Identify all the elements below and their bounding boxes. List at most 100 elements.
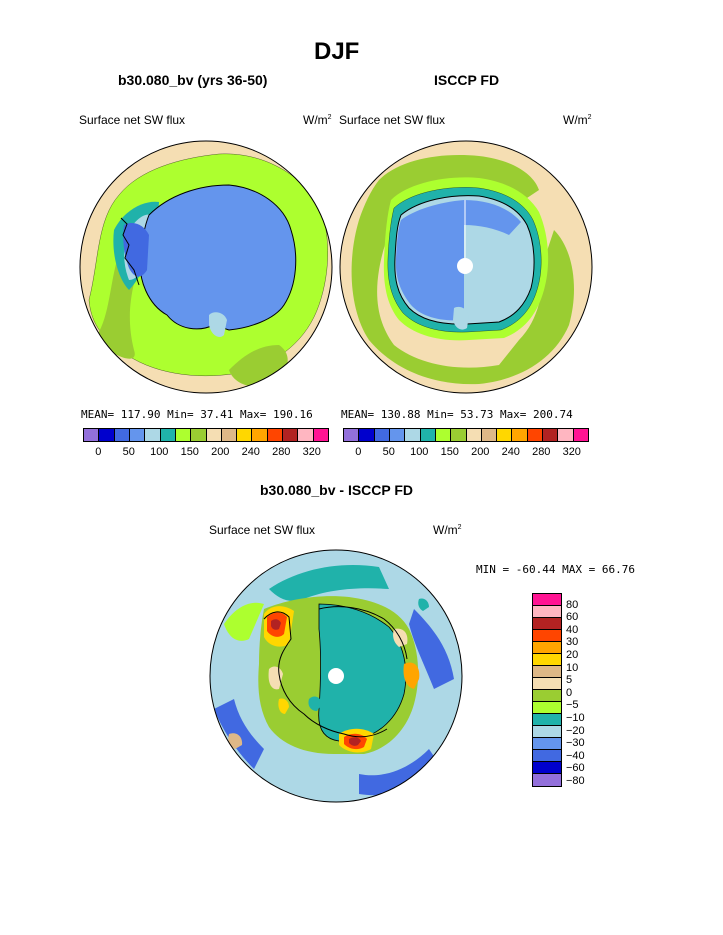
diff-colorbar-label: 5	[566, 674, 573, 687]
right-colorbar-tick-label: 0	[355, 446, 362, 458]
diff-colorbar-swatch	[533, 714, 561, 726]
diff-colorbar-label: 10	[566, 661, 579, 674]
right-colorbar-tick-label: 100	[410, 446, 429, 458]
left-colorbar-swatch	[221, 429, 238, 441]
diff-colorbar-swatch	[533, 678, 561, 690]
right-colorbar-swatch	[344, 429, 360, 441]
right-colorbar-swatch	[374, 429, 390, 441]
right-colorbar-swatch	[573, 429, 588, 441]
diff-colorbar-swatch	[533, 594, 561, 606]
right-colorbar-tick-label: 200	[471, 446, 490, 458]
diff-colorbar-label: −10	[566, 712, 585, 724]
diff-panel-minmax: MIN = -60.44 MAX = 66.76	[476, 563, 635, 576]
left-colorbar-tick-label: 200	[211, 446, 230, 458]
left-colorbar-swatch	[283, 429, 299, 441]
left-colorbar-swatch	[237, 429, 253, 441]
left-colorbar-tick-label: 240	[241, 446, 260, 458]
right-colorbar-swatch	[466, 429, 482, 441]
left-colorbar	[83, 428, 329, 442]
right-panel-subtitle: ISCCP FD	[434, 72, 500, 88]
diff-colorbar-swatch	[533, 642, 561, 654]
left-colorbar-tick-label: 150	[180, 446, 199, 458]
diff-colorbar-label: 30	[566, 636, 579, 649]
diff-colorbar-label: −40	[566, 749, 585, 762]
right-colorbar-swatch	[389, 429, 406, 441]
right-colorbar-tick-label: 280	[532, 446, 551, 458]
left-colorbar-tick-label: 320	[302, 446, 321, 458]
diff-panel-units: W/m2	[433, 523, 462, 537]
diff-colorbar-label: 20	[566, 649, 579, 661]
diff-colorbar-swatch	[533, 630, 561, 642]
diff-colorbar-swatch	[533, 702, 561, 714]
diff-colorbar-swatch	[533, 618, 561, 630]
left-colorbar-ticks: 0 50 100 150 200 240 280 320	[83, 446, 327, 460]
left-colorbar-swatch	[191, 429, 207, 441]
diff-colorbar-label: 40	[566, 623, 579, 636]
left-polar-map	[79, 140, 333, 394]
diff-colorbar-label: −20	[566, 724, 585, 737]
page-title: DJF	[314, 38, 360, 65]
diff-colorbar-label: −80	[566, 775, 585, 787]
diff-colorbar-swatch	[533, 774, 561, 786]
right-panel-units: W/m2	[563, 113, 592, 127]
diff-colorbar-label: −5	[566, 699, 579, 712]
diff-colorbar-label: −30	[566, 737, 585, 750]
left-colorbar-swatch	[160, 429, 176, 441]
right-colorbar-swatch	[481, 429, 498, 441]
diff-colorbar-label: −60	[566, 762, 585, 775]
diff-colorbar-label: 60	[566, 611, 579, 624]
right-colorbar-swatch	[497, 429, 513, 441]
diff-colorbar-label: 80	[566, 598, 579, 611]
left-panel-units: W/m2	[303, 113, 332, 127]
left-colorbar-swatch	[267, 429, 284, 441]
left-colorbar-swatch	[298, 429, 314, 441]
left-panel-stats: MEAN= 117.90 Min= 37.41 Max= 190.16	[81, 408, 313, 421]
diff-colorbar-swatch	[533, 666, 561, 678]
diff-colorbar-swatch	[533, 750, 561, 762]
right-colorbar-swatch	[558, 429, 574, 441]
right-colorbar-swatch	[435, 429, 452, 441]
diff-panel-field-label: Surface net SW flux	[209, 523, 316, 537]
left-colorbar-swatch	[313, 429, 328, 441]
diff-colorbar-swatch	[533, 738, 561, 750]
right-colorbar-swatch	[543, 429, 559, 441]
right-colorbar-tick-label: 240	[501, 446, 520, 458]
right-colorbar-tick-label: 150	[440, 446, 459, 458]
left-colorbar-tick-label: 50	[122, 446, 135, 458]
right-colorbar-ticks: 0 50 100 150 200 240 280 320	[343, 446, 587, 460]
left-colorbar-tick-label: 280	[272, 446, 291, 458]
diff-colorbar-swatch	[533, 606, 561, 618]
right-colorbar-swatch	[420, 429, 436, 441]
diff-colorbar-label: 0	[566, 686, 573, 699]
right-colorbar-tick-label: 320	[562, 446, 581, 458]
left-colorbar-tick-label: 100	[150, 446, 169, 458]
diff-colorbar	[532, 593, 562, 787]
left-panel-field-label: Surface net SW flux	[79, 113, 186, 127]
diff-colorbar-swatch	[533, 690, 561, 702]
left-colorbar-swatch	[175, 429, 192, 441]
right-colorbar-swatch	[527, 429, 544, 441]
right-panel-stats: MEAN= 130.88 Min= 53.73 Max= 200.74	[341, 408, 573, 421]
left-colorbar-swatch	[206, 429, 222, 441]
diff-panel-subtitle: b30.080_bv - ISCCP FD	[260, 482, 414, 498]
left-panel-subtitle: b30.080_bv (yrs 36-50)	[118, 72, 268, 88]
right-colorbar	[343, 428, 589, 442]
diff-colorbar-swatch	[533, 726, 561, 738]
left-colorbar-swatch	[252, 429, 268, 441]
left-colorbar-swatch	[145, 429, 161, 441]
right-colorbar-tick-label: 50	[382, 446, 395, 458]
right-panel-field-label: Surface net SW flux	[339, 113, 446, 127]
left-colorbar-tick-label: 0	[95, 446, 102, 458]
right-colorbar-swatch	[359, 429, 375, 441]
right-colorbar-swatch	[451, 429, 467, 441]
right-colorbar-swatch	[405, 429, 421, 441]
left-colorbar-swatch	[114, 429, 130, 441]
right-colorbar-swatch	[512, 429, 528, 441]
left-colorbar-swatch	[84, 429, 100, 441]
diff-polar-map	[209, 549, 463, 803]
diff-colorbar-swatch	[533, 762, 561, 774]
diff-colorbar-swatch	[533, 654, 561, 666]
left-colorbar-swatch	[129, 429, 146, 441]
right-polar-map	[339, 140, 593, 394]
left-colorbar-swatch	[99, 429, 115, 441]
